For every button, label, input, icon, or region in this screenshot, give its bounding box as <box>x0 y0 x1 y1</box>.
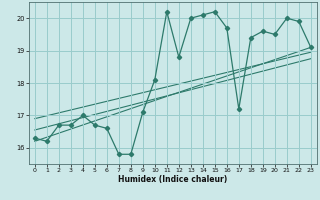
X-axis label: Humidex (Indice chaleur): Humidex (Indice chaleur) <box>118 175 228 184</box>
